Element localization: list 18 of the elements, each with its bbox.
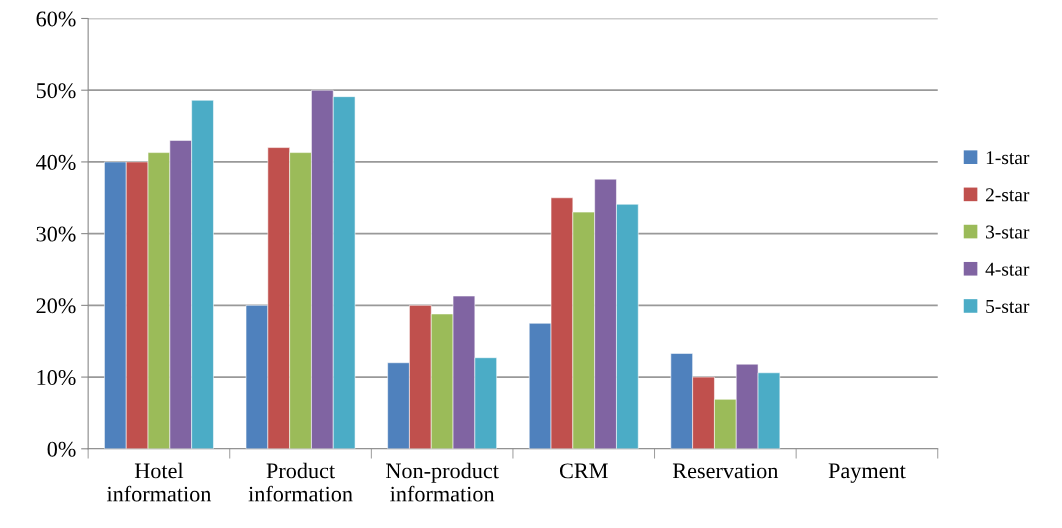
y-tick-label: 10% [37,370,76,386]
x-tick-label: Payment [828,463,906,483]
x-tick-label: Product information [248,462,353,502]
legend-label: 1-star [986,151,1030,165]
x-tick-label: Reservation [672,463,779,479]
legend-label: 4-star [985,262,1030,276]
y-tick-label: 30% [36,226,76,242]
legend-label: 3-star [986,225,1030,239]
y-tick-label: 60% [36,11,76,27]
y-tick-label: 40% [36,154,76,170]
x-tick-label: Hotel information [106,462,212,502]
x-tick-label: Non-product information [386,462,499,502]
legend-label: 5-star [986,300,1030,313]
y-tick-label: 0% [47,441,76,457]
legend-label: 2-star [985,188,1030,202]
y-tick-label: 50% [36,83,76,99]
x-tick-label: CRM [559,463,608,479]
y-tick-label: 20% [36,298,76,314]
